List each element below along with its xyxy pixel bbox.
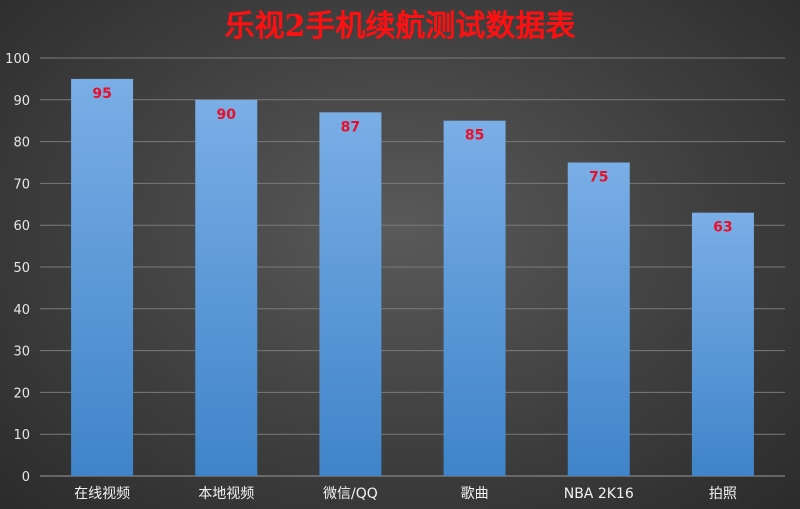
x-tick-label: NBA 2K16 bbox=[564, 486, 634, 502]
y-tick-label: 50 bbox=[13, 261, 30, 276]
y-tick-label: 60 bbox=[13, 219, 30, 234]
y-tick-label: 90 bbox=[13, 94, 30, 109]
data-label: 87 bbox=[341, 119, 360, 135]
data-label: 90 bbox=[217, 107, 237, 123]
y-tick-label: 20 bbox=[13, 386, 30, 401]
y-tick-label: 100 bbox=[5, 52, 30, 67]
x-tick-label: 拍照 bbox=[709, 486, 737, 502]
x-tick-label: 歌曲 bbox=[461, 486, 489, 502]
data-label: 95 bbox=[92, 86, 111, 102]
y-tick-label: 40 bbox=[13, 303, 30, 318]
y-tick-label: 30 bbox=[13, 345, 30, 360]
bar bbox=[567, 162, 630, 476]
gridlines bbox=[40, 57, 785, 477]
bar bbox=[691, 212, 754, 476]
data-label: 75 bbox=[589, 170, 608, 186]
y-tick-label: 10 bbox=[13, 428, 30, 443]
bar bbox=[71, 78, 134, 477]
data-label: 85 bbox=[465, 128, 484, 144]
bars bbox=[71, 78, 754, 477]
y-tick-label: 0 bbox=[22, 470, 30, 485]
labels: 0 10 20 30 40 50 60 70 80 90 100 95 在线视频 90 本地视频 87 微信/Q… bbox=[5, 52, 737, 502]
bar bbox=[319, 112, 382, 476]
bar bbox=[195, 99, 258, 477]
bar bbox=[443, 120, 506, 476]
x-tick-label: 在线视频 bbox=[74, 486, 130, 502]
chart-title: 乐视2手机续航测试数据表 bbox=[225, 9, 576, 44]
x-tick-label: 微信/QQ bbox=[323, 486, 378, 502]
x-tick-label: 本地视频 bbox=[198, 486, 254, 502]
y-tick-label: 80 bbox=[13, 136, 30, 151]
data-label: 63 bbox=[713, 220, 732, 236]
y-tick-label: 70 bbox=[13, 177, 30, 192]
